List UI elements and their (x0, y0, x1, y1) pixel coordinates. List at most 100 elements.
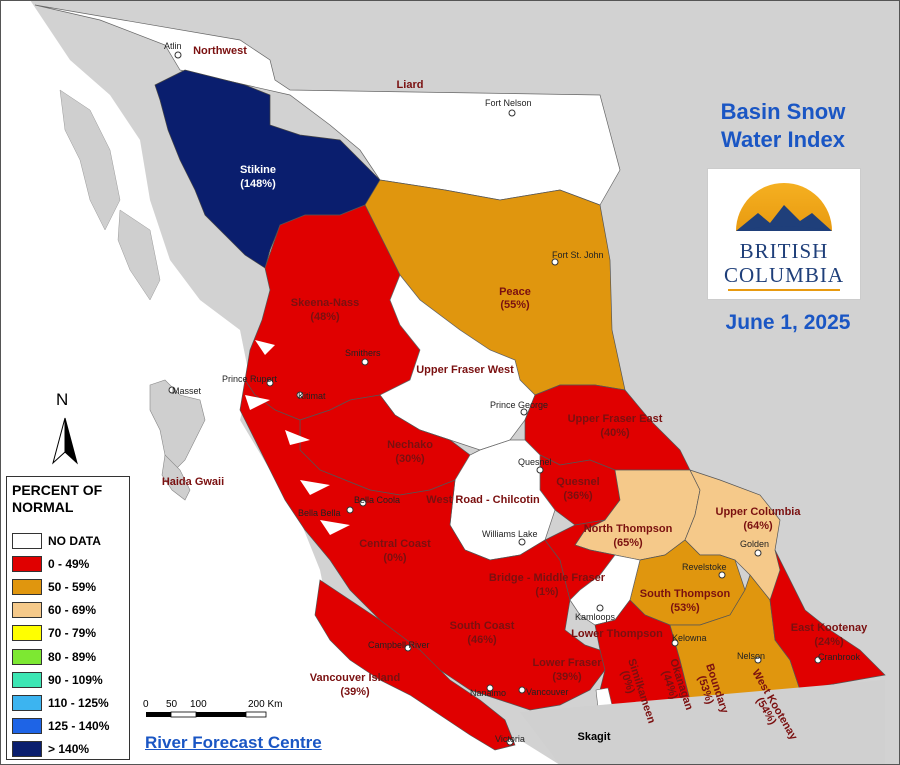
legend-item: 0 - 49% (12, 552, 109, 575)
label-lthompson: Lower Thompson (571, 628, 663, 640)
ocean (0, 0, 560, 765)
credit-link[interactable]: River Forecast Centre (145, 733, 322, 752)
city-revelstoke: Revelstoke (682, 562, 727, 572)
usa-land (520, 680, 885, 765)
label-nechako: Nechako (387, 439, 433, 451)
city-kamloops: Kamloops (575, 612, 616, 622)
north-arrow (52, 417, 78, 465)
label-ccoast-pct: (0%) (383, 552, 407, 564)
label-ufe: Upper Fraser East (568, 413, 663, 425)
city-smithers: Smithers (345, 348, 381, 358)
label-wrc: West Road - Chilcotin (426, 494, 540, 506)
label-peace: Peace (499, 286, 531, 298)
bc-logo: BRITISH COLUMBIA (707, 168, 861, 300)
alaska-island (59, 89, 121, 231)
label-northwest: Northwest (193, 45, 247, 57)
basin-bridge-middle-fraser (544, 519, 616, 601)
legend-item: 90 - 109% (12, 668, 109, 691)
scale-label-0: 0 (143, 699, 149, 710)
label-lfraser: Lower Fraser (532, 657, 602, 669)
scale-label-200: 200 Km (248, 699, 282, 710)
label-stikine: Stikine (240, 164, 276, 176)
city-bella-coola: Bella Coola (354, 495, 400, 505)
city-fort-st-john: Fort St. John (552, 250, 604, 260)
city-bella-bella: Bella Bella (298, 508, 341, 518)
legend-label: 110 - 125% (48, 695, 109, 710)
label-vi: Vancouver Island (310, 672, 400, 684)
north-label: N (56, 390, 68, 409)
scale-bar (146, 711, 267, 718)
haida-gwaii-south (161, 454, 191, 501)
label-nechako-pct: (30%) (395, 453, 425, 465)
coastal-inlets (245, 340, 350, 535)
label-quesnel: Quesnel (556, 476, 599, 488)
legend-item: 60 - 69% (12, 599, 109, 622)
scale-label-50: 50 (166, 699, 178, 710)
haida-gwaii-island (149, 379, 206, 471)
legend-label: 50 - 59% (48, 579, 97, 594)
legend-item: 50 - 59% (12, 575, 109, 598)
label-nthompson-pct: (65%) (613, 537, 643, 549)
city-golden: Golden (740, 539, 769, 549)
label-stikine-pct: (148%) (240, 178, 276, 190)
legend-title: PERCENT OF NORMAL (7, 477, 129, 516)
city-masset: Masset (172, 386, 202, 396)
label-scoast: South Coast (450, 620, 515, 632)
city-vancouver: Vancouver (526, 687, 568, 697)
label-lfraser-pct: (39%) (552, 671, 582, 683)
legend-label: 70 - 79% (48, 626, 97, 641)
legend-label: 125 - 140% (48, 719, 110, 734)
label-bridge-pct: (1%) (535, 586, 559, 598)
label-ucolumbia: Upper Columbia (716, 506, 802, 518)
city-prince-rupert: Prince Rupert (222, 374, 278, 384)
logo-underline (728, 289, 840, 291)
legend-items: NO DATA 0 - 49% 50 - 59% 60 - 69% 70 - 79% 80… (12, 529, 109, 761)
legend-swatch (12, 741, 42, 758)
legend-label: 60 - 69% (48, 603, 97, 618)
legend-swatch (12, 718, 42, 735)
city-cranbrook: Cranbrook (818, 652, 861, 662)
legend-swatch (12, 602, 42, 619)
label-ufe-pct: (40%) (600, 427, 630, 439)
legend-item: > 140% (12, 738, 109, 761)
basin-vancouver-island (314, 579, 516, 751)
label-ccoast: Central Coast (359, 538, 431, 550)
legend: PERCENT OF NORMAL NO DATA 0 - 49% 50 - 59%… (6, 476, 130, 760)
label-ucolumbia-pct: (64%) (743, 520, 773, 532)
basin-east-kootenay (769, 549, 886, 691)
legend-swatch (12, 532, 42, 549)
label-sthompson-pct: (53%) (670, 602, 700, 614)
legend-swatch (12, 625, 42, 642)
legend-item: NO DATA (12, 529, 109, 552)
label-skagit: Skagit (577, 731, 610, 743)
legend-item: 110 - 125% (12, 691, 109, 714)
legend-label: > 140% (48, 742, 90, 757)
label-liard: Liard (397, 79, 424, 91)
label-bridge: Bridge - Middle Fraser (489, 572, 606, 584)
map-title: Basin Snow Water Index (688, 98, 878, 154)
label-nthompson: North Thompson (584, 523, 673, 535)
alaska-island-2 (117, 209, 161, 301)
legend-label: 0 - 49% (48, 556, 90, 571)
legend-label: 80 - 89% (48, 649, 97, 664)
city-nelson: Nelson (737, 651, 765, 661)
sun-icon (736, 183, 832, 231)
map-title-line1: Basin Snow (720, 99, 846, 124)
map-title-line2: Water Index (721, 127, 845, 152)
label-haida: Haida Gwaii (162, 476, 224, 488)
legend-label: 90 - 109% (48, 672, 103, 687)
legend-title-line1: PERCENT OF (12, 482, 103, 498)
legend-title-line2: NORMAL (12, 499, 74, 515)
legend-label: NO DATA (48, 533, 101, 548)
map-date: June 1, 2025 (725, 311, 851, 334)
legend-swatch (12, 555, 42, 572)
label-sthompson: South Thompson (640, 588, 731, 600)
city-atlin: Atlin (164, 41, 182, 51)
logo-line2: COLUMBIA (723, 263, 844, 287)
basin-central-coast (239, 379, 606, 711)
legend-swatch (12, 648, 42, 665)
city-williams-lake: Williams Lake (482, 529, 538, 539)
legend-swatch (12, 694, 42, 711)
legend-swatch (12, 671, 42, 688)
